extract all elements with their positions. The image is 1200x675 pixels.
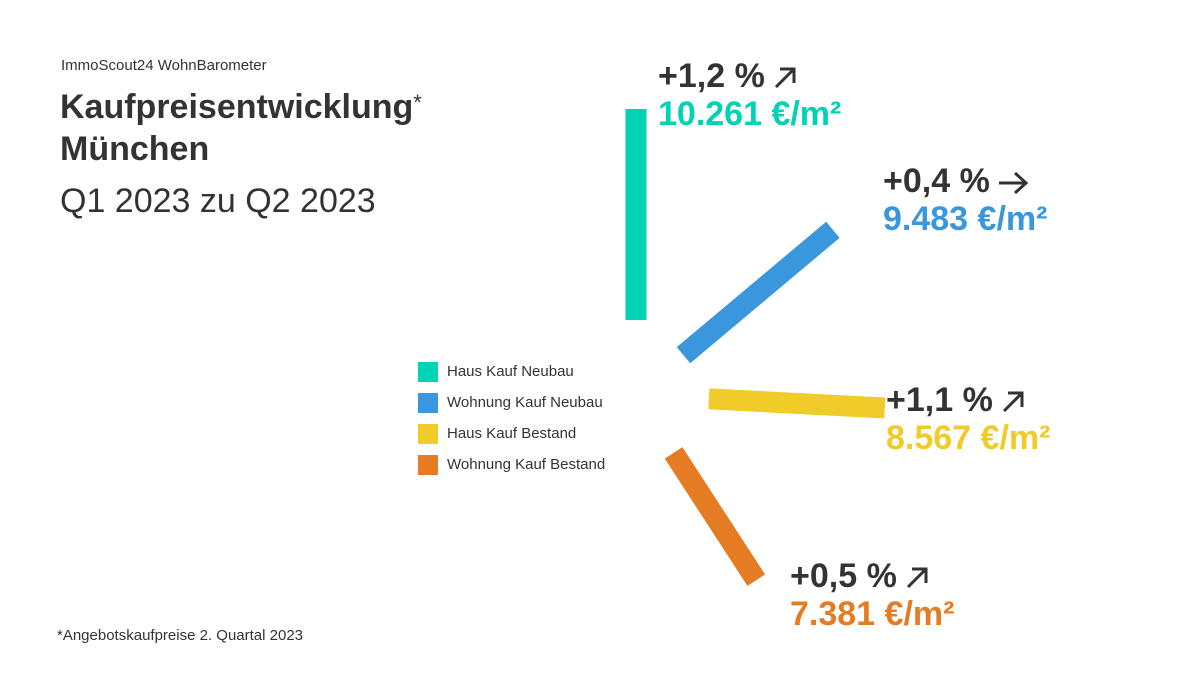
- change-value: +0,5 %: [790, 557, 897, 595]
- label-haus-kauf-neubau: +1,2 % 10.261 €/m²: [658, 57, 841, 133]
- label-wohnung-kauf-bestand: +0,5 % 7.381 €/m²: [790, 557, 954, 633]
- legend-label: Wohnung Kauf Neubau: [447, 394, 603, 411]
- bar-haus-kauf-bestand: [708, 388, 886, 419]
- chart-subtitle: Q1 2023 zu Q2 2023: [60, 182, 376, 220]
- bar-wohnung-kauf-bestand: [664, 447, 766, 586]
- legend-label: Wohnung Kauf Bestand: [447, 456, 606, 473]
- arrow-up-right-icon: [774, 67, 796, 89]
- price-value: 9.483 €/m²: [883, 200, 1048, 238]
- legend-item: Wohnung Kauf Neubau: [418, 387, 605, 418]
- legend-item: Wohnung Kauf Bestand: [418, 449, 605, 480]
- legend-swatch: [418, 392, 438, 413]
- legend-label: Haus Kauf Bestand: [447, 425, 577, 442]
- legend-swatch: [418, 454, 438, 475]
- legend-swatch: [418, 423, 438, 444]
- source-label: ImmoScout24 WohnBarometer: [61, 57, 267, 74]
- price-value: 10.261 €/m²: [658, 95, 842, 133]
- title-line2: München: [60, 130, 210, 168]
- change-label: +0,5 %: [790, 557, 954, 595]
- arrow-up-right-icon: [906, 567, 928, 589]
- arrow-up-right-icon: [1002, 391, 1024, 413]
- price-value: 8.567 €/m²: [886, 419, 1051, 457]
- footnote: *Angebotskaufpreise 2. Quartal 2023: [57, 627, 303, 644]
- change-label: +1,1 %: [886, 381, 1050, 419]
- title-footnote-mark: *: [413, 90, 422, 115]
- chart-title: Kaufpreisentwicklung* München: [60, 86, 422, 170]
- change-label: +1,2 %: [658, 57, 841, 95]
- legend-item: Haus Kauf Bestand: [418, 418, 605, 449]
- title-line1: Kaufpreisentwicklung: [60, 88, 414, 126]
- change-label: +0,4 %: [883, 162, 1047, 200]
- change-value: +1,2 %: [658, 57, 765, 95]
- change-value: +1,1 %: [886, 381, 993, 419]
- price-value: 7.381 €/m²: [790, 595, 955, 633]
- legend-label: Haus Kauf Neubau: [447, 363, 574, 380]
- legend-swatch: [418, 361, 438, 382]
- label-wohnung-kauf-neubau: +0,4 % 9.483 €/m²: [883, 162, 1047, 238]
- legend: Haus Kauf Neubau Wohnung Kauf Neubau Hau…: [418, 356, 605, 480]
- arrow-right-icon: [998, 171, 1029, 195]
- change-value: +0,4 %: [883, 162, 990, 200]
- bar-wohnung-kauf-neubau: [676, 221, 840, 364]
- legend-item: Haus Kauf Neubau: [418, 356, 605, 387]
- label-haus-kauf-bestand: +1,1 % 8.567 €/m²: [886, 381, 1050, 457]
